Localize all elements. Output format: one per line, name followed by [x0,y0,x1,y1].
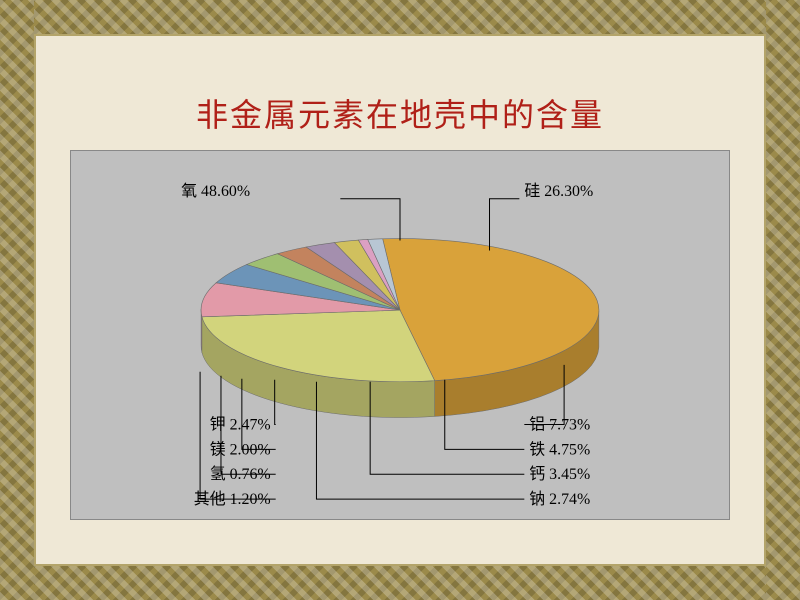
label-aluminum: 铝 7.73% [529,415,590,433]
label-sodium: 钠 2.74% [529,490,590,508]
label-magnesium: 镁 2.00% [210,440,271,458]
border-top [0,0,800,34]
label-other: 其他 1.20% [194,490,271,508]
label-hydrogen: 氢 0.76% [210,465,271,483]
label-potassium: 钾 2.47% [210,415,271,433]
chart-title: 非金属元素在地壳中的含量 [0,90,800,136]
pie-chart: 氧 48.60% 硅 26.30% 铝 7.73% 铁 4.75% 钙 3.45% 钠 2… [71,151,729,519]
label-silicon: 硅 26.30% [524,182,593,200]
slide: 非金属元素在地壳中的含量 氧 48.60% 硅 26.30% 铝 7.73% 铁 4.… [0,0,800,600]
label-oxygen: 氧 48.60% [181,182,250,200]
border-bottom [0,566,800,600]
leader-oxygen [340,199,400,241]
label-calcium: 钙 3.45% [529,465,590,483]
label-iron: 铁 4.75% [529,440,590,458]
leader-silicon [490,199,520,251]
chart-frame: 氧 48.60% 硅 26.30% 铝 7.73% 铁 4.75% 钙 3.45% 钠 2… [70,150,730,520]
